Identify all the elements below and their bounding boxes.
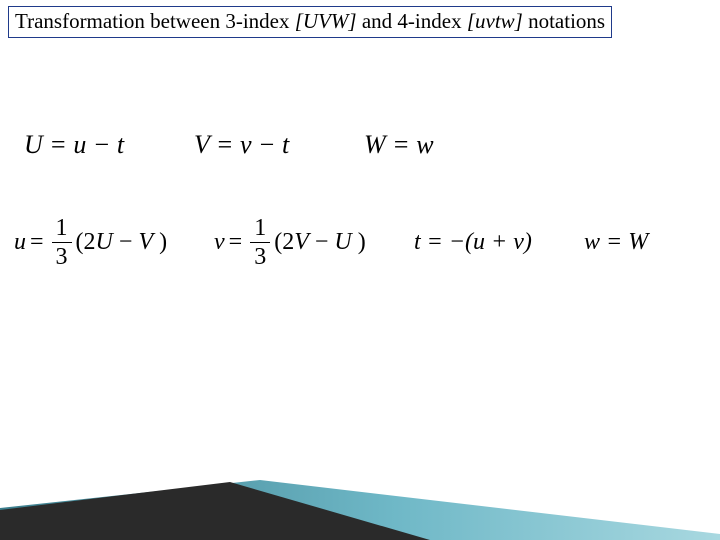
fraction-1-3-a: 1 3 [52, 215, 72, 271]
eq-v-paren: (2V − U ) [274, 229, 366, 256]
fraction-num: 1 [250, 215, 270, 243]
equation-row-1: U = u − t V = v − t W = w [24, 130, 696, 160]
eq-U: U = u − t [24, 130, 194, 160]
fraction-num: 1 [52, 215, 72, 243]
decorative-wedge [0, 430, 720, 540]
eq-v: v = 1 3 (2V − U ) [214, 215, 414, 271]
equals-sign: = [30, 229, 44, 256]
title-bracket-1: [UVW] [295, 9, 357, 33]
title-text-after: notations [523, 9, 605, 33]
eq-w: w = W [584, 229, 704, 256]
eq-v-lhs: v [214, 229, 225, 256]
title-box: Transformation between 3-index [UVW] and… [8, 6, 612, 38]
eq-V: V = v − t [194, 130, 364, 160]
eq-t: t = −(u + v) [414, 229, 584, 256]
fraction-den: 3 [52, 243, 72, 270]
eq-u-lhs: u [14, 229, 26, 256]
equation-row-2: u = 1 3 (2U − V ) v = 1 3 (2V − U ) t = … [14, 215, 714, 271]
fraction-den: 3 [250, 243, 270, 270]
equals-sign: = [229, 229, 243, 256]
eq-W: W = w [364, 130, 534, 160]
title-text-mid: and 4-index [357, 9, 467, 33]
eq-u: u = 1 3 (2U − V ) [14, 215, 214, 271]
fraction-1-3-b: 1 3 [250, 215, 270, 271]
title-text-before: Transformation between 3-index [15, 9, 295, 33]
eq-u-paren: (2U − V ) [76, 229, 168, 256]
title-bracket-2: [uvtw] [467, 9, 523, 33]
